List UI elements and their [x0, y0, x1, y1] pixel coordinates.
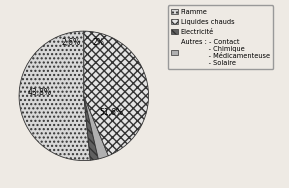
Text: 43,8%: 43,8%	[28, 88, 52, 97]
Text: 2%: 2%	[92, 38, 104, 47]
Wedge shape	[84, 96, 108, 159]
Wedge shape	[84, 31, 149, 156]
Wedge shape	[84, 96, 98, 160]
Text: 51,6%: 51,6%	[99, 108, 123, 117]
Legend: Flamme, Liquides chauds, Electricité, Autres : - Contact
             - Chimique: Flamme, Liquides chauds, Electricité, Au…	[168, 5, 273, 69]
Text: 2,6%: 2,6%	[61, 38, 80, 47]
Wedge shape	[19, 31, 90, 161]
